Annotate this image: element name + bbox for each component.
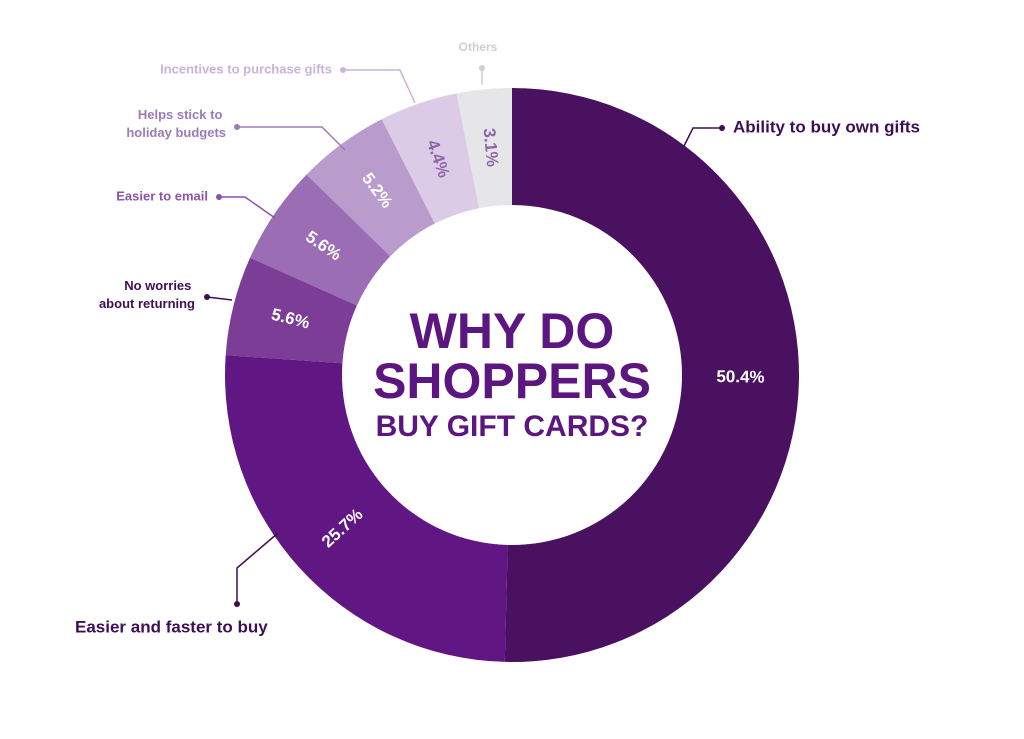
donut-slice	[381, 93, 480, 224]
leader-dot	[204, 294, 210, 300]
category-label: Easier to email	[116, 188, 208, 203]
donut-slice	[225, 355, 508, 662]
category-label: Ability to buy own gifts	[733, 117, 920, 136]
leader-dot	[234, 124, 240, 130]
category-label: Helps stick to holiday budgets	[126, 107, 226, 140]
leader-dot	[234, 601, 240, 607]
donut-slice	[504, 88, 800, 662]
leader-dot	[719, 125, 725, 131]
leader-line	[206, 296, 233, 301]
leader-line	[219, 196, 276, 219]
leader-line	[236, 532, 279, 604]
leader-dot	[479, 65, 485, 71]
category-label: No worries about returning	[99, 278, 195, 311]
leader-line	[343, 69, 416, 104]
leader-dot	[216, 194, 222, 200]
title-line: SHOPPERS	[373, 353, 651, 409]
leader-line	[237, 126, 346, 151]
donut-slice	[456, 88, 512, 209]
donut-slice	[306, 119, 435, 257]
category-label: Incentives to purchase gifts	[160, 61, 332, 76]
category-label: Easier and faster to buy	[75, 617, 268, 636]
value-label: 3.1%	[479, 127, 502, 167]
leader-dot	[340, 67, 346, 73]
value-label: 50.4%	[716, 367, 764, 387]
leader-line	[682, 127, 722, 149]
donut-slice	[225, 257, 357, 364]
center-title: WHY DO SHOPPERS BUY GIFT CARDS?	[373, 303, 651, 443]
donut-slice	[250, 174, 391, 306]
category-label: Others	[459, 40, 498, 54]
title-line: WHY DO	[410, 303, 615, 359]
title-line: BUY GIFT CARDS?	[376, 410, 649, 443]
